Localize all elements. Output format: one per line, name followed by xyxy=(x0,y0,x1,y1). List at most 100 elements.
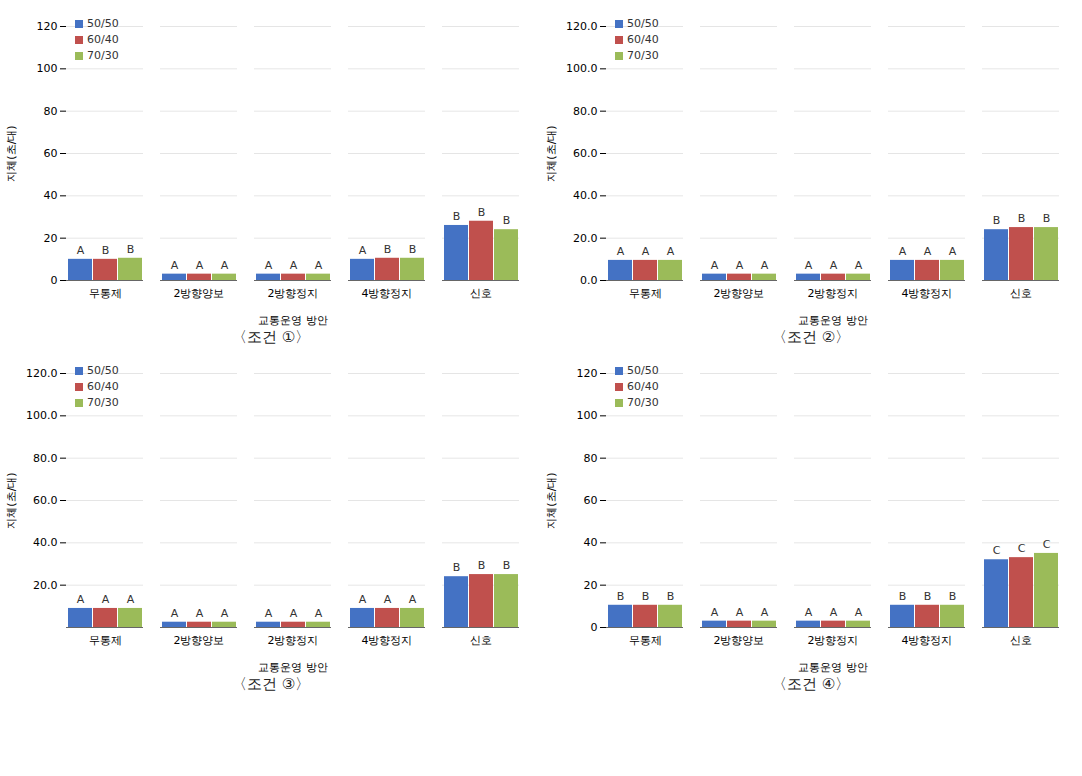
svg-text:4방향정지: 4방향정지 xyxy=(362,634,413,647)
svg-text:80: 80 xyxy=(584,452,598,465)
svg-text:교통운영 방안: 교통운영 방안 xyxy=(798,314,868,327)
svg-text:A: A xyxy=(830,606,838,619)
svg-text:A: A xyxy=(102,593,110,606)
svg-text:A: A xyxy=(736,606,744,619)
svg-text:A: A xyxy=(949,245,957,258)
svg-text:A: A xyxy=(924,245,932,258)
svg-text:지체(초/대): 지체(초/대) xyxy=(5,125,18,181)
svg-text:신호: 신호 xyxy=(470,287,492,300)
svg-text:A: A xyxy=(315,259,323,272)
svg-text:B: B xyxy=(453,210,461,223)
svg-text:2방향양보: 2방향양보 xyxy=(714,287,765,300)
svg-text:B: B xyxy=(924,590,932,603)
svg-text:B: B xyxy=(102,244,110,257)
svg-text:A: A xyxy=(855,259,863,272)
svg-text:100.0: 100.0 xyxy=(566,62,598,75)
svg-text:C: C xyxy=(1043,538,1051,551)
svg-text:2방향양보: 2방향양보 xyxy=(174,634,225,647)
svg-text:A: A xyxy=(761,259,769,272)
svg-text:A: A xyxy=(77,244,85,257)
svg-text:4방향정지: 4방향정지 xyxy=(902,634,953,647)
svg-text:A: A xyxy=(805,259,813,272)
svg-text:교통운영 방안: 교통운영 방안 xyxy=(258,661,328,674)
svg-text:B: B xyxy=(899,590,907,603)
svg-text:20.0: 20.0 xyxy=(573,232,598,245)
svg-text:A: A xyxy=(265,607,273,620)
svg-text:20: 20 xyxy=(584,579,598,592)
svg-text:C: C xyxy=(1018,542,1026,555)
svg-text:B: B xyxy=(409,243,417,256)
svg-text:0: 0 xyxy=(591,621,598,634)
svg-text:신호: 신호 xyxy=(470,634,492,647)
svg-text:B: B xyxy=(503,559,511,572)
svg-text:A: A xyxy=(221,259,229,272)
svg-text:20: 20 xyxy=(44,232,58,245)
svg-text:교통운영 방안: 교통운영 방안 xyxy=(258,314,328,327)
svg-text:A: A xyxy=(711,259,719,272)
svg-text:B: B xyxy=(617,590,625,603)
svg-text:B: B xyxy=(127,243,135,256)
svg-text:B: B xyxy=(478,206,486,219)
svg-text:2방향정지: 2방향정지 xyxy=(808,287,859,300)
svg-text:무통제: 무통제 xyxy=(629,634,662,647)
svg-text:A: A xyxy=(830,259,838,272)
svg-text:A: A xyxy=(359,244,367,257)
svg-text:A: A xyxy=(127,593,135,606)
svg-text:2방향양보: 2방향양보 xyxy=(714,634,765,647)
svg-text:지체(초/대): 지체(초/대) xyxy=(545,125,558,181)
svg-text:40: 40 xyxy=(584,536,598,549)
svg-text:120: 120 xyxy=(37,20,58,33)
svg-text:A: A xyxy=(642,245,650,258)
svg-text:A: A xyxy=(409,593,417,606)
svg-text:A: A xyxy=(171,259,179,272)
svg-text:60.0: 60.0 xyxy=(33,494,58,507)
svg-text:A: A xyxy=(196,259,204,272)
svg-text:무통제: 무통제 xyxy=(629,287,662,300)
svg-text:A: A xyxy=(290,259,298,272)
svg-text:80.0: 80.0 xyxy=(33,452,58,465)
svg-text:2방향정지: 2방향정지 xyxy=(808,634,859,647)
svg-text:40: 40 xyxy=(44,189,58,202)
svg-text:A: A xyxy=(617,245,625,258)
svg-text:100: 100 xyxy=(577,409,598,422)
svg-text:60: 60 xyxy=(44,147,58,160)
svg-text:A: A xyxy=(265,259,273,272)
svg-text:120.0: 120.0 xyxy=(566,20,598,33)
svg-text:B: B xyxy=(503,214,511,227)
svg-text:A: A xyxy=(667,245,675,258)
svg-text:B: B xyxy=(1043,212,1051,225)
svg-text:A: A xyxy=(711,606,719,619)
svg-text:0.0: 0.0 xyxy=(580,274,598,287)
svg-text:120: 120 xyxy=(577,367,598,380)
svg-text:B: B xyxy=(453,561,461,574)
svg-text:40.0: 40.0 xyxy=(33,536,58,549)
svg-text:A: A xyxy=(77,593,85,606)
svg-text:40.0: 40.0 xyxy=(573,189,598,202)
svg-text:신호: 신호 xyxy=(1010,287,1032,300)
svg-text:A: A xyxy=(196,607,204,620)
svg-text:A: A xyxy=(899,245,907,258)
svg-text:0: 0 xyxy=(51,274,58,287)
svg-text:80.0: 80.0 xyxy=(573,105,598,118)
svg-text:80: 80 xyxy=(44,105,58,118)
svg-text:A: A xyxy=(761,606,769,619)
svg-text:A: A xyxy=(736,259,744,272)
svg-text:C: C xyxy=(993,544,1001,557)
svg-text:60: 60 xyxy=(584,494,598,507)
svg-text:교통운영 방안: 교통운영 방안 xyxy=(798,661,868,674)
svg-text:B: B xyxy=(993,214,1001,227)
svg-text:2방향양보: 2방향양보 xyxy=(174,287,225,300)
svg-text:무통제: 무통제 xyxy=(89,287,122,300)
svg-text:20.0: 20.0 xyxy=(33,579,58,592)
svg-text:2방향정지: 2방향정지 xyxy=(268,634,319,647)
svg-text:4방향정지: 4방향정지 xyxy=(902,287,953,300)
svg-text:A: A xyxy=(384,593,392,606)
svg-text:A: A xyxy=(315,607,323,620)
svg-text:A: A xyxy=(805,606,813,619)
svg-text:100.0: 100.0 xyxy=(26,409,58,422)
svg-text:2방향정지: 2방향정지 xyxy=(268,287,319,300)
svg-text:A: A xyxy=(221,607,229,620)
svg-text:100: 100 xyxy=(37,62,58,75)
svg-text:4방향정지: 4방향정지 xyxy=(362,287,413,300)
svg-text:B: B xyxy=(667,590,675,603)
